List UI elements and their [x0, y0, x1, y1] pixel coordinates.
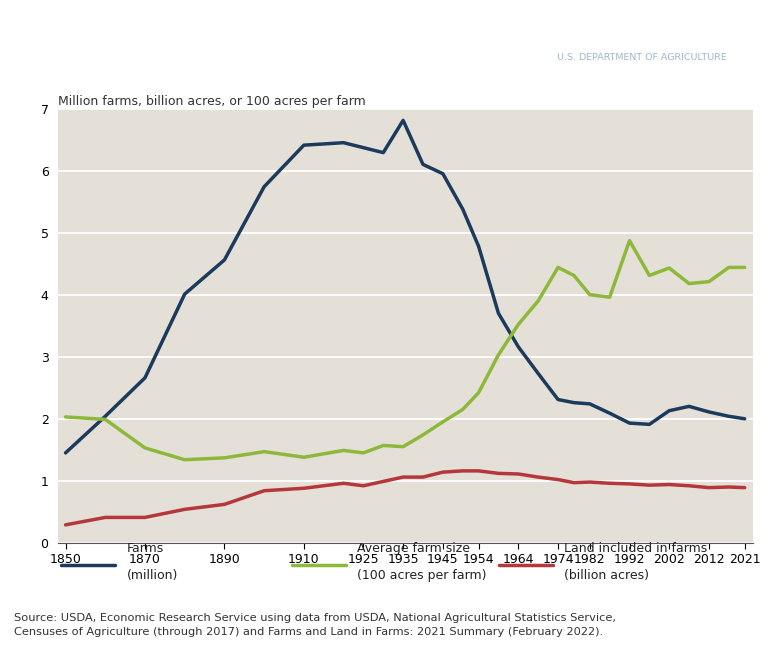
Text: (100 acres per farm): (100 acres per farm): [357, 569, 487, 582]
Text: Million farms, billion acres, or 100 acres per farm: Million farms, billion acres, or 100 acr…: [58, 95, 366, 108]
Text: Source: USDA, Economic Research Service using data from USDA, National Agricultu: Source: USDA, Economic Research Service …: [14, 613, 616, 637]
Text: USDA: USDA: [495, 22, 570, 46]
Bar: [58, 109, 753, 543]
Text: U.S. DEPARTMENT OF AGRICULTURE: U.S. DEPARTMENT OF AGRICULTURE: [557, 53, 727, 63]
Text: Farms: Farms: [127, 542, 164, 555]
Text: Economic Research Service: Economic Research Service: [557, 18, 740, 32]
Text: (billion acres): (billion acres): [564, 569, 650, 582]
Text: Farms, land included in farms, and average
acres per farm, 1850–2021: Farms, land included in farms, and avera…: [14, 24, 440, 65]
Text: (million): (million): [127, 569, 178, 582]
Text: Average farm size: Average farm size: [357, 542, 470, 555]
Text: Land included in farms: Land included in farms: [564, 542, 708, 555]
